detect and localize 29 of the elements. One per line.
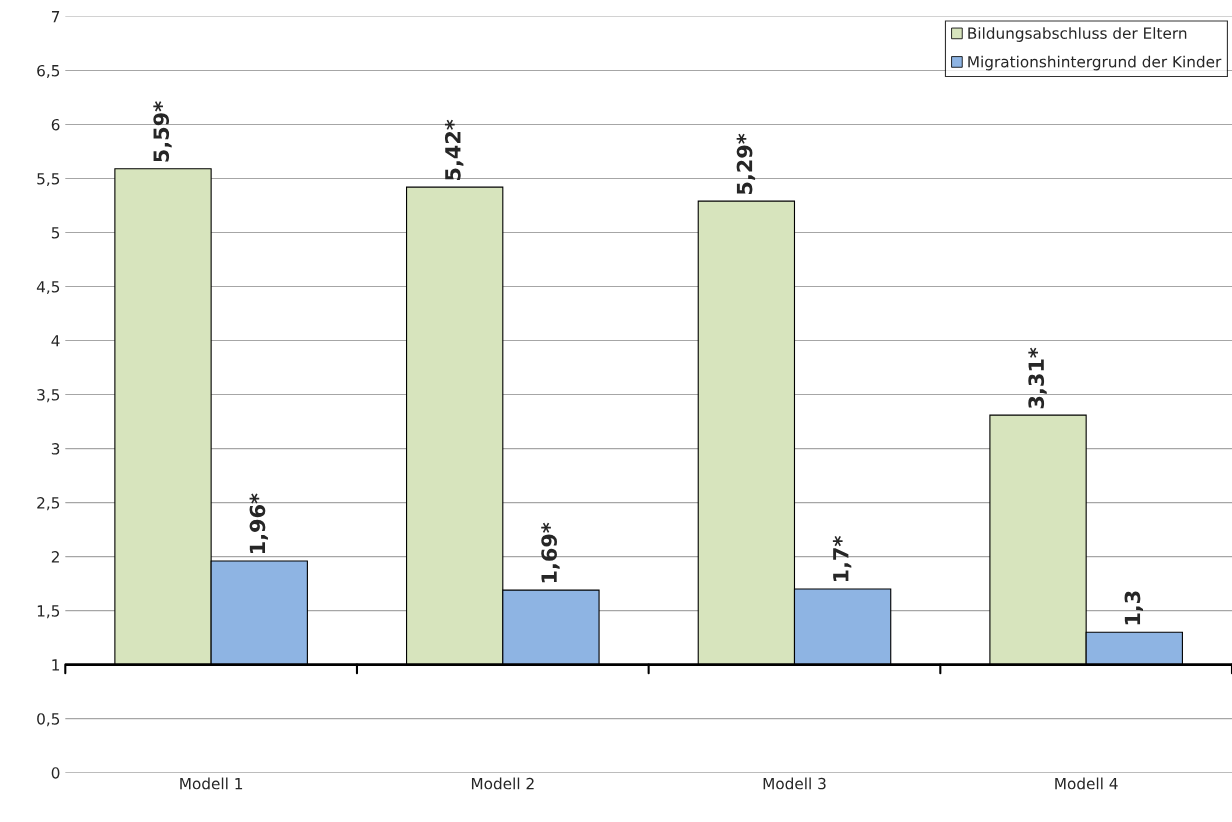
y-tick-label: 3,5 xyxy=(37,389,60,403)
data-label: 1,7* xyxy=(832,536,852,582)
data-label: 5,42* xyxy=(444,119,464,180)
y-tick-label: 7 xyxy=(51,11,60,23)
y-tick-label: 2 xyxy=(51,551,59,563)
data-label: 3,31* xyxy=(1028,347,1047,409)
y-tick-label: 6,5 xyxy=(37,64,60,79)
data-label: 1,3 xyxy=(1124,591,1143,625)
y-tick-label: 4 xyxy=(51,335,60,347)
y-tick-label: 4,5 xyxy=(36,281,60,295)
x-tick-label: Modell 3 xyxy=(763,777,826,790)
x-tick-label: Modell 2 xyxy=(471,777,534,790)
data-label: 5,29* xyxy=(736,133,756,195)
x-tick-label: Modell 1 xyxy=(180,777,243,790)
data-label: 1,96* xyxy=(249,493,268,554)
x-tick-label: Modell 4 xyxy=(1055,777,1118,790)
y-tick-label: 5,5 xyxy=(37,173,60,187)
y-tick-label: 1,5 xyxy=(37,605,60,619)
y-tick-label: 1 xyxy=(52,659,60,671)
data-label: 1,69* xyxy=(541,522,560,583)
y-tick-label: 2,5 xyxy=(37,497,60,511)
y-tick-label: 6 xyxy=(51,118,60,131)
legend-label: Migrationshintergrund der Kinder xyxy=(968,55,1222,71)
y-tick-label: 3 xyxy=(51,443,60,455)
y-tick-label: 0 xyxy=(51,767,60,779)
y-tick-label: 0,5 xyxy=(37,713,60,727)
y-tick-label: 5 xyxy=(51,227,60,239)
data-label: 5,59* xyxy=(153,101,172,162)
legend-label: Bildungsabschluss der Eltern xyxy=(968,27,1187,42)
